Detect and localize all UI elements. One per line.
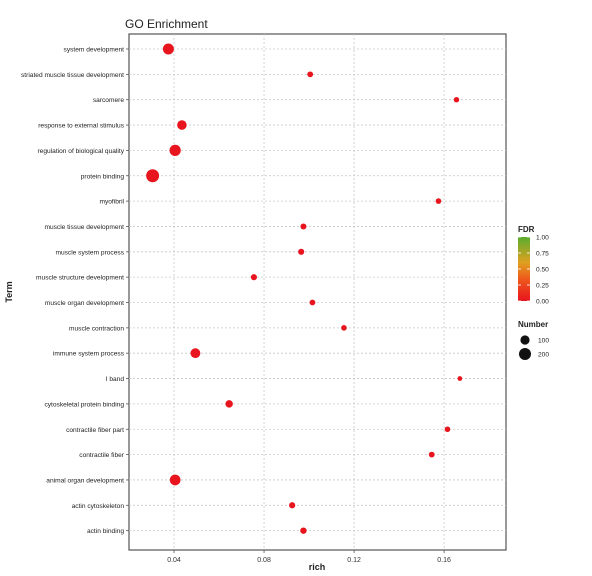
y-tick-label: animal organ development bbox=[46, 477, 124, 484]
y-tick-label: actin binding bbox=[87, 528, 124, 535]
y-tick-label: response to external stimulus bbox=[38, 123, 124, 130]
y-tick-label: striated muscle tissue development bbox=[21, 72, 124, 79]
data-point bbox=[162, 43, 174, 55]
data-point bbox=[457, 376, 463, 381]
y-tick-label: I band bbox=[106, 376, 125, 383]
data-point bbox=[435, 198, 442, 204]
size-legend-label: 100 bbox=[538, 338, 549, 345]
fdr-tick-label: 1.00 bbox=[536, 235, 549, 242]
y-tick-label: sarcomere bbox=[93, 97, 124, 104]
data-point bbox=[300, 223, 307, 230]
size-legend-label: 200 bbox=[538, 352, 549, 359]
data-points bbox=[146, 43, 463, 534]
y-tick-label: regulation of biological quality bbox=[37, 148, 124, 155]
data-point bbox=[298, 248, 305, 255]
y-tick-label: cytoskeletal protein binding bbox=[44, 401, 124, 408]
fdr-legend: FDR 1.00 0.75 0.50 0.25 0.00 bbox=[518, 225, 549, 306]
y-tick-label: myofibril bbox=[99, 199, 124, 206]
data-point bbox=[169, 474, 181, 486]
y-tick-label: system development bbox=[64, 47, 125, 54]
fdr-legend-title: FDR bbox=[518, 225, 535, 234]
chart-title: GO Enrichment bbox=[125, 17, 208, 31]
fdr-tick-label: 0.75 bbox=[536, 251, 549, 258]
y-tick-label: muscle structure development bbox=[36, 275, 124, 282]
data-point bbox=[225, 400, 233, 408]
y-tick-label: actin cytoskeleton bbox=[72, 503, 125, 510]
y-tick-label: immune system process bbox=[53, 351, 125, 358]
y-tick-label: muscle contraction bbox=[69, 325, 124, 332]
y-tick-label: muscle system process bbox=[55, 249, 124, 256]
y-tick-label: protein binding bbox=[81, 173, 125, 180]
x-tick-label: 0.12 bbox=[347, 557, 361, 564]
data-point bbox=[289, 502, 296, 509]
data-point bbox=[177, 120, 187, 130]
data-point bbox=[428, 451, 435, 458]
fdr-tick-label: 0.00 bbox=[536, 299, 549, 306]
number-legend-title: Number bbox=[518, 320, 548, 329]
y-tick-label: contractile fiber part bbox=[66, 427, 124, 434]
fdr-tick-label: 0.25 bbox=[536, 283, 549, 290]
y-tick-label: contractile fiber bbox=[79, 452, 125, 459]
data-point bbox=[307, 71, 314, 78]
x-axis: 0.04 0.08 0.12 0.16 bbox=[167, 550, 451, 564]
data-point bbox=[300, 527, 307, 534]
y-tick-label: muscle organ development bbox=[45, 300, 124, 307]
data-point bbox=[169, 144, 181, 157]
plot-panel bbox=[128, 33, 507, 551]
x-axis-title: rich bbox=[309, 562, 326, 572]
x-tick-label: 0.08 bbox=[257, 557, 271, 564]
x-tick-label: 0.16 bbox=[437, 557, 451, 564]
fdr-tick-label: 0.50 bbox=[536, 267, 549, 274]
x-tick-label: 0.04 bbox=[167, 557, 181, 564]
data-point bbox=[444, 426, 451, 433]
y-axis: system development striated muscle tissue… bbox=[21, 47, 129, 535]
size-legend-dot bbox=[518, 347, 532, 361]
number-legend: Number 100 200 bbox=[518, 320, 549, 361]
data-point bbox=[341, 325, 347, 331]
data-point bbox=[146, 169, 160, 183]
y-axis-title: Term bbox=[4, 281, 14, 302]
data-point bbox=[190, 348, 201, 359]
data-point bbox=[309, 299, 316, 306]
y-tick-label: muscle tissue development bbox=[44, 224, 124, 231]
grid-lines bbox=[129, 34, 506, 550]
size-legend-dot bbox=[520, 335, 530, 345]
data-point bbox=[250, 274, 257, 281]
data-point bbox=[453, 96, 460, 103]
